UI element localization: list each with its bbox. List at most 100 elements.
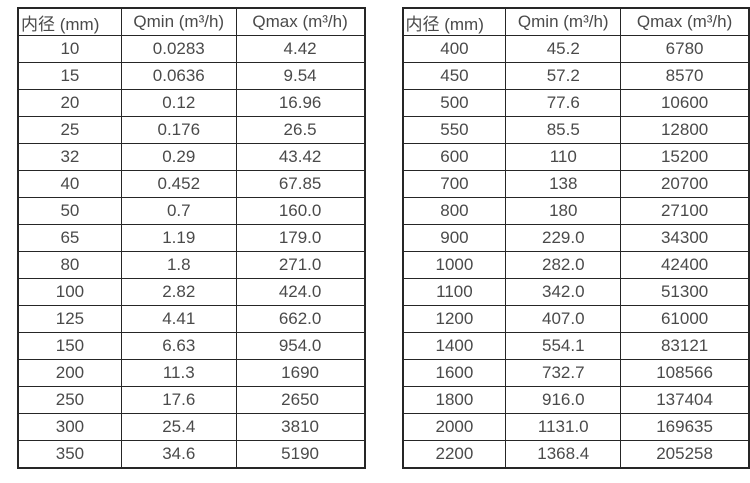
qmax-cell: 1690	[235, 359, 366, 387]
qmin-cell: 916.0	[505, 386, 622, 414]
column-header-qmin: Qmin (m³/h)	[505, 7, 622, 36]
qmax-cell: 424.0	[235, 278, 366, 306]
qmin-cell: 34.6	[120, 440, 237, 469]
qmax-cell: 51300	[620, 278, 750, 306]
diameter-cell: 100	[17, 278, 122, 306]
column-header-qmax: Qmax (m³/h)	[620, 7, 750, 36]
diameter-cell: 800	[401, 197, 507, 225]
diameter-cell: 1600	[401, 359, 507, 387]
diameter-cell: 150	[17, 332, 122, 360]
diameter-cell: 400	[401, 35, 507, 63]
table-row: 900 229.0 34300	[401, 224, 750, 252]
qmin-cell: 732.7	[505, 359, 622, 387]
table-row: 350 34.6 5190	[17, 440, 366, 469]
qmin-cell: 77.6	[505, 89, 622, 117]
diameter-cell: 1400	[401, 332, 507, 360]
qmax-cell: 83121	[620, 332, 750, 360]
qmin-cell: 229.0	[505, 224, 622, 252]
table-row: 600 110 15200	[401, 143, 750, 171]
qmin-cell: 4.41	[120, 305, 237, 333]
flow-rate-tables-container: 内径 (mm) Qmin (m³/h) Qmax (m³/h) 10 0.0283…	[17, 7, 750, 469]
qmax-cell: 160.0	[235, 197, 366, 225]
diameter-cell: 50	[17, 197, 122, 225]
table-row: 1200 407.0 61000	[401, 305, 750, 333]
qmin-cell: 180	[505, 197, 622, 225]
qmax-cell: 27100	[620, 197, 750, 225]
qmin-cell: 0.176	[120, 116, 237, 144]
qmin-cell: 0.7	[120, 197, 237, 225]
qmin-cell: 342.0	[505, 278, 622, 306]
qmin-cell: 85.5	[505, 116, 622, 144]
table-body: 10 0.0283 4.42 15 0.0636 9.54 20 0.12 16.96 25 0.1…	[17, 35, 366, 469]
diameter-cell: 125	[17, 305, 122, 333]
table-row: 125 4.41 662.0	[17, 305, 366, 333]
column-header-diameter: 内径 (mm)	[17, 7, 122, 36]
column-header-qmin: Qmin (m³/h)	[120, 7, 237, 36]
diameter-cell: 32	[17, 143, 122, 171]
qmin-cell: 0.0636	[120, 62, 237, 90]
qmax-cell: 662.0	[235, 305, 366, 333]
table-row: 1800 916.0 137404	[401, 386, 750, 414]
qmin-cell: 0.0283	[120, 35, 237, 63]
qmin-cell: 0.452	[120, 170, 237, 198]
qmax-cell: 20700	[620, 170, 750, 198]
qmax-cell: 34300	[620, 224, 750, 252]
table-row: 1100 342.0 51300	[401, 278, 750, 306]
table-row: 50 0.7 160.0	[17, 197, 366, 225]
table-row: 450 57.2 8570	[401, 62, 750, 90]
diameter-cell: 350	[17, 440, 122, 469]
qmin-cell: 1368.4	[505, 440, 622, 469]
diameter-cell: 40	[17, 170, 122, 198]
table-row: 1400 554.1 83121	[401, 332, 750, 360]
qmin-cell: 6.63	[120, 332, 237, 360]
table-row: 150 6.63 954.0	[17, 332, 366, 360]
qmin-cell: 282.0	[505, 251, 622, 279]
qmax-cell: 169635	[620, 413, 750, 441]
qmin-cell: 138	[505, 170, 622, 198]
diameter-cell: 2000	[401, 413, 507, 441]
qmin-cell: 2.82	[120, 278, 237, 306]
table-row: 20 0.12 16.96	[17, 89, 366, 117]
table-row: 65 1.19 179.0	[17, 224, 366, 252]
qmax-cell: 271.0	[235, 251, 366, 279]
qmax-cell: 9.54	[235, 62, 366, 90]
diameter-cell: 250	[17, 386, 122, 414]
qmax-cell: 2650	[235, 386, 366, 414]
qmax-cell: 5190	[235, 440, 366, 469]
table-row: 300 25.4 3810	[17, 413, 366, 441]
diameter-cell: 300	[17, 413, 122, 441]
diameter-cell: 500	[401, 89, 507, 117]
table-header: 内径 (mm) Qmin (m³/h) Qmax (m³/h)	[401, 7, 750, 36]
diameter-cell: 1000	[401, 251, 507, 279]
qmin-cell: 0.12	[120, 89, 237, 117]
qmax-cell: 42400	[620, 251, 750, 279]
qmax-cell: 43.42	[235, 143, 366, 171]
table-row: 1600 732.7 108566	[401, 359, 750, 387]
qmin-cell: 554.1	[505, 332, 622, 360]
table-row: 1000 282.0 42400	[401, 251, 750, 279]
qmax-cell: 3810	[235, 413, 366, 441]
qmax-cell: 179.0	[235, 224, 366, 252]
table-header-row: 内径 (mm) Qmin (m³/h) Qmax (m³/h)	[401, 7, 750, 36]
qmin-cell: 11.3	[120, 359, 237, 387]
table-body: 400 45.2 6780 450 57.2 8570 500 77.6 10600 550 85.…	[401, 35, 750, 469]
table-row: 2200 1368.4 205258	[401, 440, 750, 469]
qmax-cell: 12800	[620, 116, 750, 144]
column-header-qmax: Qmax (m³/h)	[235, 7, 366, 36]
table-row: 40 0.452 67.85	[17, 170, 366, 198]
qmax-cell: 10600	[620, 89, 750, 117]
qmax-cell: 15200	[620, 143, 750, 171]
diameter-cell: 80	[17, 251, 122, 279]
qmin-cell: 1.8	[120, 251, 237, 279]
diameter-cell: 900	[401, 224, 507, 252]
qmax-cell: 26.5	[235, 116, 366, 144]
table-row: 400 45.2 6780	[401, 35, 750, 63]
flow-rate-table-large-diameters: 内径 (mm) Qmin (m³/h) Qmax (m³/h) 400 45.2 6…	[401, 7, 750, 469]
diameter-cell: 1800	[401, 386, 507, 414]
diameter-cell: 550	[401, 116, 507, 144]
qmax-cell: 137404	[620, 386, 750, 414]
table-row: 700 138 20700	[401, 170, 750, 198]
table-row: 15 0.0636 9.54	[17, 62, 366, 90]
diameter-cell: 15	[17, 62, 122, 90]
qmin-cell: 25.4	[120, 413, 237, 441]
